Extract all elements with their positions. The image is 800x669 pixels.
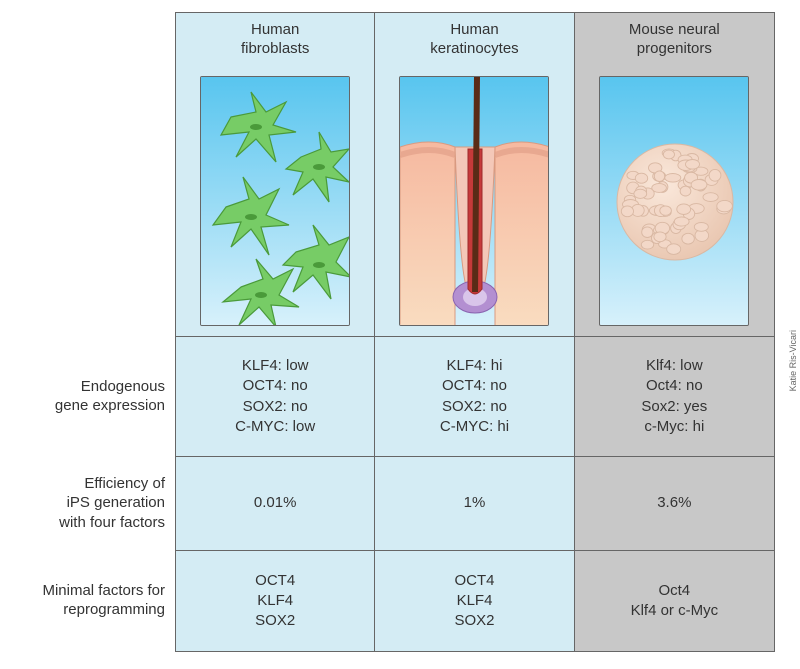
minimal-factors-keratinocytes: OCT4 KLF4 SOX2 <box>375 551 573 651</box>
header-mouse: Mouse neuralprogenitors <box>575 13 774 69</box>
credit-text: Katie Ris-Vicari <box>788 330 798 391</box>
mf-fib-0: OCT4 <box>255 571 295 591</box>
ge-mou-1: Oct4: no <box>646 376 703 396</box>
label-minimal-factors-text: Minimal factors forreprogramming <box>42 581 165 620</box>
column-human-fibroblasts: Humanfibroblasts <box>176 13 375 651</box>
mf-ker-2: SOX2 <box>454 611 494 631</box>
minimal-factors-fibroblasts: OCT4 KLF4 SOX2 <box>176 551 374 651</box>
illustration-cell-mouse <box>575 69 774 337</box>
ge-fib-1: OCT4: no <box>243 376 308 396</box>
eff-ker: 1% <box>464 493 486 513</box>
ge-fib-2: SOX2: no <box>243 397 308 417</box>
column-human-keratinocytes: Humankeratinocytes <box>375 13 574 651</box>
gene-expression-fibroblasts: KLF4: low OCT4: no SOX2: no C-MYC: low <box>176 337 374 457</box>
gene-expression-mouse: Klf4: low Oct4: no Sox2: yes c-Myc: hi <box>575 337 774 457</box>
mf-fib-2: SOX2 <box>255 611 295 631</box>
ge-mou-0: Klf4: low <box>646 356 703 376</box>
mf-mou-0: Oct4 <box>658 581 690 601</box>
ge-ker-2: SOX2: no <box>442 397 507 417</box>
mf-ker-1: KLF4 <box>457 591 493 611</box>
ge-fib-0: KLF4: low <box>242 356 309 376</box>
header-mouse-text: Mouse neuralprogenitors <box>629 21 720 57</box>
mf-ker-0: OCT4 <box>454 571 494 591</box>
label-efficiency-text: Efficiency ofiPS generationwith four fac… <box>59 474 165 533</box>
ge-ker-0: KLF4: hi <box>447 356 503 376</box>
label-spacer <box>0 12 175 336</box>
column-mouse-neural-progenitors: Mouse neuralprogenitors <box>575 13 774 651</box>
comparison-table: Humanfibroblasts <box>175 12 775 652</box>
label-minimal-factors: Minimal factors forreprogramming <box>0 550 175 650</box>
ge-fib-3: C-MYC: low <box>235 417 315 437</box>
gene-expression-keratinocytes: KLF4: hi OCT4: no SOX2: no C-MYC: hi <box>375 337 573 457</box>
mf-mou-1: Klf4 or c-Myc <box>631 601 719 621</box>
minimal-factors-mouse: Oct4 Klf4 or c-Myc <box>575 551 774 651</box>
efficiency-fibroblasts: 0.01% <box>176 457 374 551</box>
label-gene-expression: Endogenousgene expression <box>0 336 175 456</box>
label-efficiency: Efficiency ofiPS generationwith four fac… <box>0 456 175 550</box>
ge-mou-2: Sox2: yes <box>641 397 707 417</box>
header-fibroblasts: Humanfibroblasts <box>176 13 374 69</box>
eff-fib: 0.01% <box>254 493 297 513</box>
fibroblasts-icon <box>200 76 350 326</box>
label-gene-expression-text: Endogenousgene expression <box>55 377 165 416</box>
efficiency-keratinocytes: 1% <box>375 457 573 551</box>
mf-fib-1: KLF4 <box>257 591 293 611</box>
ge-ker-1: OCT4: no <box>442 376 507 396</box>
ge-mou-3: c-Myc: hi <box>644 417 704 437</box>
ge-ker-3: C-MYC: hi <box>440 417 509 437</box>
row-labels-sidebar: Endogenousgene expression Efficiency ofi… <box>0 12 175 652</box>
header-keratinocytes-text: Humankeratinocytes <box>430 21 518 57</box>
illustration-cell-keratinocytes <box>375 69 573 337</box>
illustration-cell-fibroblasts <box>176 69 374 337</box>
efficiency-mouse: 3.6% <box>575 457 774 551</box>
header-keratinocytes: Humankeratinocytes <box>375 13 573 69</box>
hair-follicle-icon <box>399 76 549 326</box>
neurosphere-icon <box>599 76 749 326</box>
eff-mou: 3.6% <box>657 493 691 513</box>
header-fibroblasts-text: Humanfibroblasts <box>241 21 309 57</box>
